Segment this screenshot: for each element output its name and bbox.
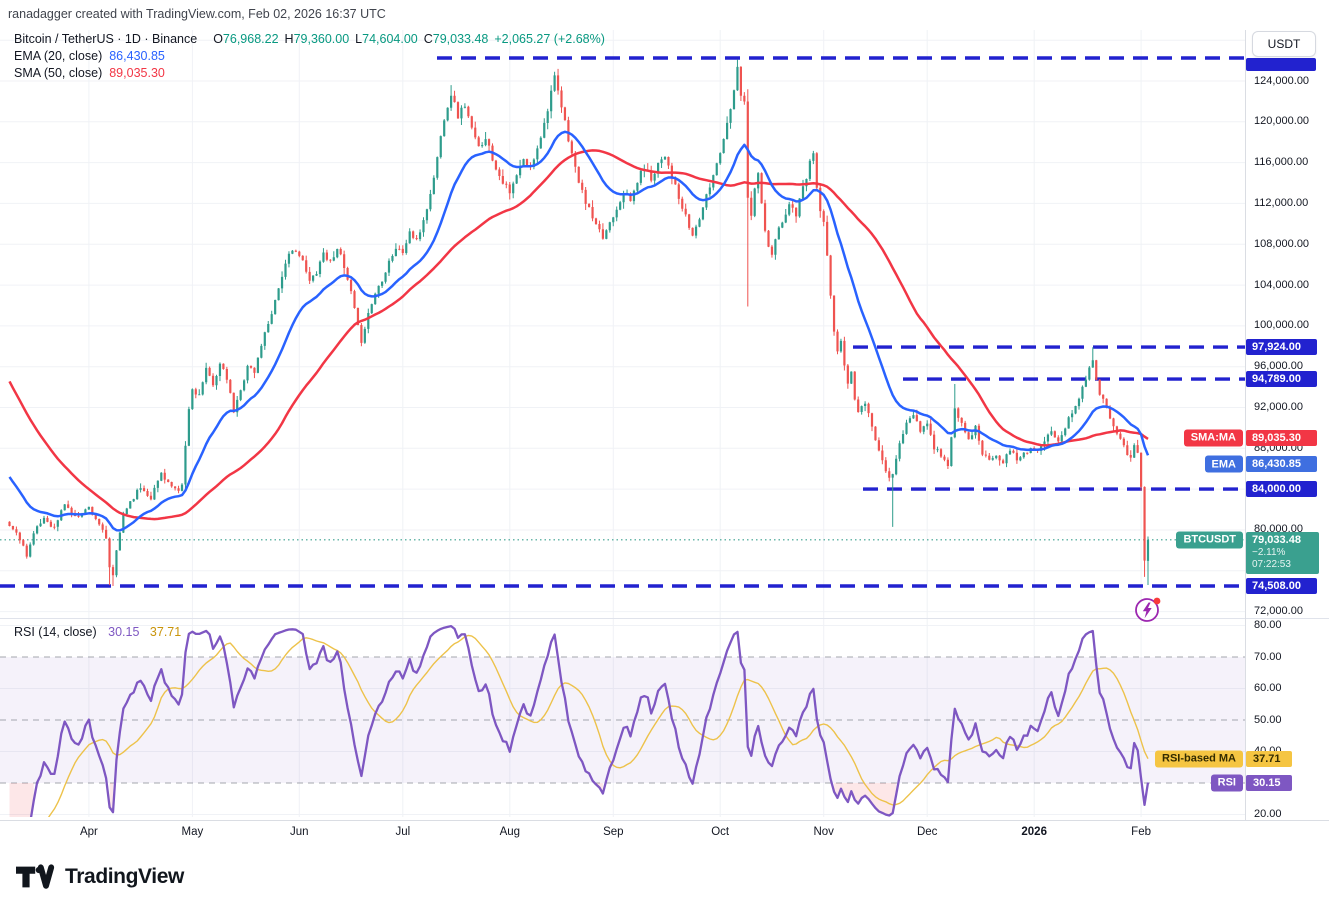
change-value: +2,065.27 (+2.68%) <box>494 32 605 46</box>
rsi-line-tag[interactable]: RSI <box>1210 774 1243 792</box>
price-tick-label: 92,000.00 <box>1254 401 1303 414</box>
time-tick-label: May <box>181 826 204 838</box>
sma-legend-row[interactable]: SMA (50, close) 89,035.30 <box>14 65 605 82</box>
price-tick-label: 96,000.00 <box>1254 360 1303 373</box>
close-value: C79,033.48 <box>423 32 489 46</box>
tradingview-icon <box>16 864 55 889</box>
level-price-badge[interactable]: 84,000.00 <box>1246 481 1317 498</box>
rsi-ma-line-tag[interactable]: RSI-based MA <box>1155 750 1243 768</box>
level-price-badge[interactable]: 97,924.00 <box>1246 339 1317 356</box>
symbol-legend[interactable]: Bitcoin / TetherUS · 1D · Binance O76,968… <box>14 31 605 82</box>
current-price-change: −2.11% <box>1252 546 1286 558</box>
time-tick-label: Feb <box>1131 826 1152 838</box>
time-tick-label: Jul <box>395 826 411 838</box>
level-price-badge[interactable]: 94,789.00 <box>1246 371 1317 388</box>
rsi-tick-label: 80.00 <box>1254 619 1282 631</box>
rsi-band <box>0 656 1245 784</box>
rsi-plot <box>9 624 1150 817</box>
level-price-badge[interactable]: 74,508.00 <box>1246 578 1317 594</box>
time-tick-label: Dec <box>916 826 938 838</box>
open-value: O76,968.22 <box>213 32 279 46</box>
current-price-value: 79,033.48 <box>1252 533 1301 546</box>
symbol-price-tag[interactable]: BTCUSDT <box>1176 531 1243 549</box>
currency-toggle-button[interactable]: USDT <box>1252 31 1316 57</box>
price-tick-label: 100,000.00 <box>1254 319 1310 332</box>
time-tick-label: Aug <box>499 826 521 838</box>
candle-countdown: 07:22:53 <box>1252 558 1291 570</box>
rsi-ma-legend-value: 37.71 <box>149 625 182 639</box>
price-scale-axis[interactable]: USDT 89,035.30 86,430.85 79,033.48 −2.11… <box>1246 0 1329 845</box>
ema-legend-value: 86,430.85 <box>109 49 165 63</box>
time-tick-label: Oct <box>711 826 730 838</box>
rsi-legend-value: 30.15 <box>108 625 140 639</box>
rsi-tick-label: 70.00 <box>1254 650 1282 663</box>
ema-legend-row[interactable]: EMA (20, close) 86,430.85 <box>14 48 605 65</box>
symbol-title[interactable]: Bitcoin / TetherUS · 1D · Binance <box>14 32 198 46</box>
symbol-legend-row[interactable]: Bitcoin / TetherUS · 1D · Binance O76,968… <box>14 31 605 48</box>
ema-line-tag[interactable]: EMA <box>1204 455 1243 473</box>
rsi-tick-label: 20.00 <box>1254 808 1282 820</box>
rsi-tick-label: 60.00 <box>1254 682 1282 694</box>
ema-legend-label: EMA (20, close) <box>14 49 103 63</box>
price-tick-label: 124,000.00 <box>1254 74 1310 87</box>
rsi-ma-axis-badge[interactable]: 37.71 <box>1246 750 1292 767</box>
grid <box>0 30 1245 817</box>
current-price-badge[interactable]: 79,033.48 −2.11% 07:22:53 <box>1246 531 1319 574</box>
sma-line-tag[interactable]: SMA:MA <box>1183 429 1243 447</box>
sma-axis-badge[interactable]: 89,035.30 <box>1246 429 1317 446</box>
price-tick-label: 112,000.00 <box>1254 196 1309 209</box>
tradingview-wordmark: TradingView <box>65 865 184 888</box>
ema-axis-badge[interactable]: 86,430.85 <box>1246 456 1317 473</box>
tradingview-logo[interactable]: TradingView <box>16 862 184 892</box>
time-tick-label: Sep <box>603 826 624 838</box>
rsi-axis-badge[interactable]: 30.15 <box>1246 774 1292 791</box>
hidden-level-badge <box>1246 58 1316 71</box>
level-lines <box>0 56 1245 588</box>
price-tick-label: 72,000.00 <box>1254 605 1303 618</box>
rsi-legend[interactable]: RSI (14, close) 30.15 37.71 <box>14 625 181 639</box>
time-tick-label: 2026 <box>1021 826 1047 838</box>
sma-legend-value: 89,035.30 <box>109 66 165 80</box>
time-tick-label: Apr <box>79 826 98 838</box>
high-value: H79,360.00 <box>284 32 350 46</box>
low-value: L74,604.00 <box>355 32 418 46</box>
price-tick-label: 104,000.00 <box>1254 278 1310 291</box>
watermark-text: ranadagger created with TradingView.com,… <box>8 7 386 21</box>
price-tick-label: 116,000.00 <box>1254 156 1309 169</box>
candles <box>8 59 1150 586</box>
rsi-tick-label: 50.00 <box>1254 713 1282 726</box>
price-tick-label: 108,000.00 <box>1254 237 1310 250</box>
sma-legend-label: SMA (50, close) <box>14 66 103 80</box>
flash-emoji-icon[interactable] <box>1132 592 1166 626</box>
moving-averages <box>8 130 1150 532</box>
rsi-legend-label: RSI (14, close) <box>14 625 97 639</box>
time-tick-label: Jun <box>290 826 309 838</box>
time-tick-label: Nov <box>813 826 834 838</box>
time-scale-axis[interactable]: Apr May Jun Jul Aug Sep Oct Nov Dec 2026 Feb <box>0 820 1329 846</box>
price-tick-label: 120,000.00 <box>1254 115 1310 128</box>
